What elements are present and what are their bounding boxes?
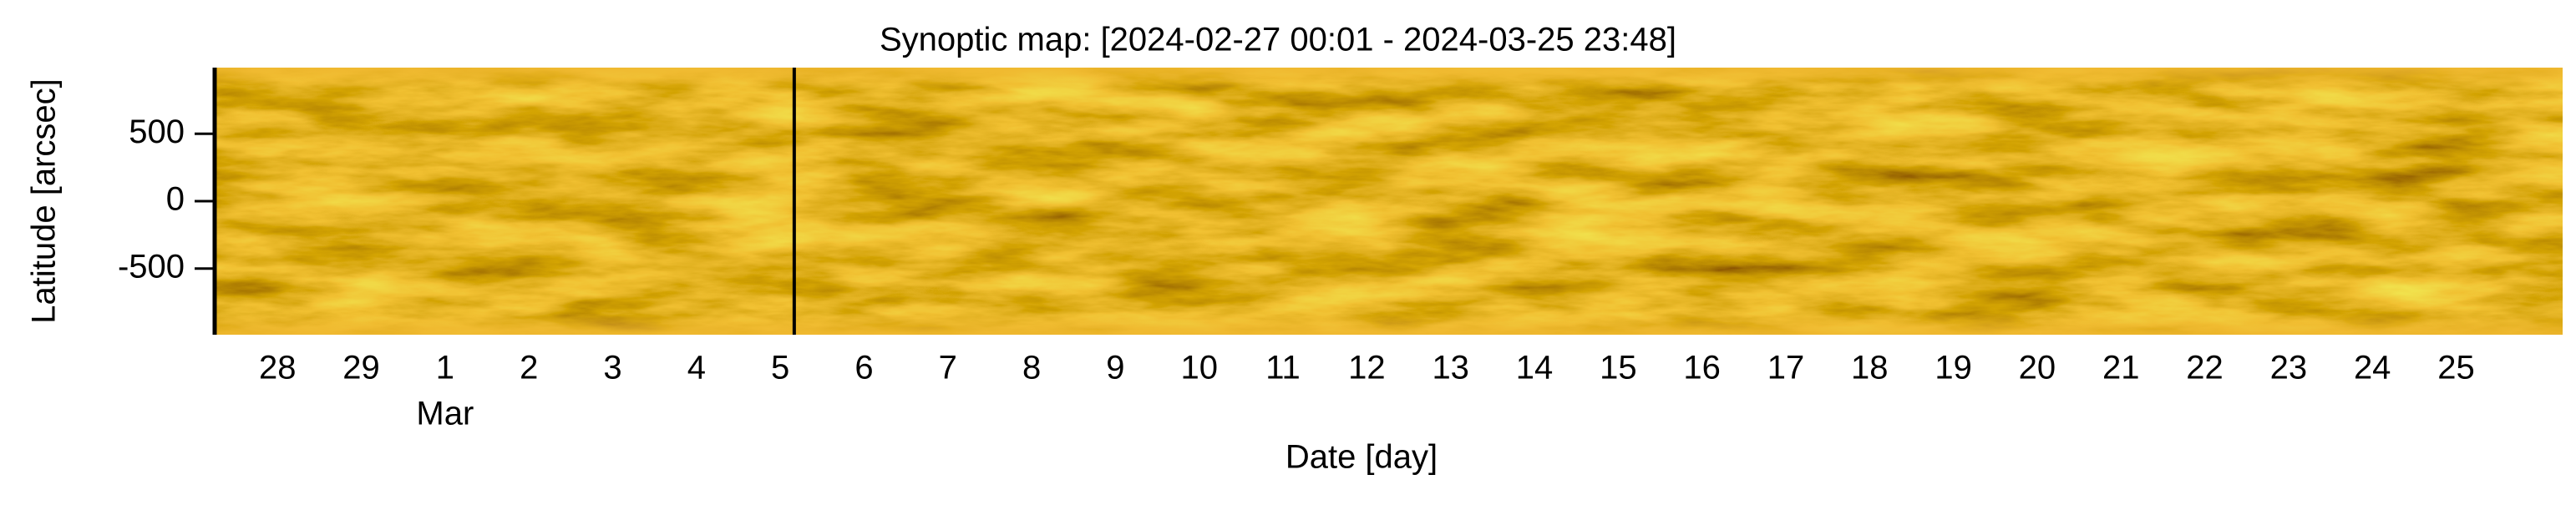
x-tick-label: 4: [687, 350, 706, 386]
x-tick-label: 7: [939, 350, 957, 386]
x-month-label: Mar: [416, 396, 474, 432]
x-tick-label: 11: [1265, 350, 1301, 386]
x-tick-label: 18: [1851, 350, 1889, 386]
x-tick-label: 15: [1600, 350, 1637, 386]
y-axis-label: Latitude [arcsec]: [26, 78, 63, 324]
x-tick-label: 28: [259, 350, 297, 386]
x-tick-label: 17: [1767, 350, 1805, 386]
x-tick-label: 25: [2437, 350, 2475, 386]
x-tick-label: 20: [2019, 350, 2056, 386]
x-tick-label: 23: [2270, 350, 2308, 386]
x-tick-label: 16: [1683, 350, 1721, 386]
x-tick-label: 24: [2354, 350, 2391, 386]
x-tick-label: 10: [1180, 350, 1218, 386]
x-tick-label: 5: [771, 350, 789, 386]
x-tick-label: 1: [436, 350, 454, 386]
x-tick-label: 3: [603, 350, 621, 386]
x-tick-label: 22: [2186, 350, 2224, 386]
x-tick-label: 29: [342, 350, 380, 386]
x-tick-label: 19: [1935, 350, 1972, 386]
x-tick-label: 21: [2102, 350, 2140, 386]
x-tick-label: 12: [1348, 350, 1386, 386]
x-tick-label: 9: [1106, 350, 1124, 386]
x-tick-label: 13: [1432, 350, 1469, 386]
x-axis-label: Date [day]: [1285, 439, 1438, 476]
y-tick-label: 500: [129, 114, 185, 150]
y-tick-label: -500: [118, 248, 185, 285]
x-tick-label: 2: [520, 350, 538, 386]
x-tick-label: 14: [1516, 350, 1554, 386]
y-tick-label: 0: [166, 181, 185, 218]
x-tick-label: 6: [854, 350, 873, 386]
map-limb: [215, 68, 2563, 335]
x-tick-label: 8: [1022, 350, 1041, 386]
chart-title: Synoptic map: [2024-02-27 00:01 - 2024-0…: [880, 22, 1676, 58]
